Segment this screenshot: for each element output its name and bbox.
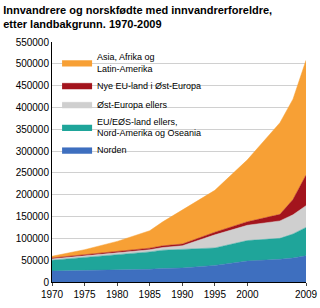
- svg-text:550000: 550000: [16, 37, 50, 48]
- svg-text:Norden: Norden: [97, 145, 127, 155]
- svg-text:450000: 450000: [16, 80, 50, 91]
- svg-text:50000: 50000: [21, 255, 49, 266]
- svg-text:2000: 2000: [236, 289, 259, 300]
- svg-text:1980: 1980: [106, 289, 129, 300]
- svg-text:0: 0: [43, 277, 49, 288]
- svg-text:Asia, Afrika ogLatin-Amerika: Asia, Afrika ogLatin-Amerika: [97, 52, 155, 74]
- svg-text:Øst-Europa ellers: Øst-Europa ellers: [97, 100, 168, 110]
- svg-text:1995: 1995: [204, 289, 227, 300]
- svg-text:100000: 100000: [16, 233, 50, 244]
- svg-text:Nye EU-land i Øst-Europa: Nye EU-land i Øst-Europa: [97, 81, 201, 91]
- svg-text:150000: 150000: [16, 211, 50, 222]
- svg-text:500000: 500000: [16, 58, 50, 69]
- svg-text:2009: 2009: [295, 289, 318, 300]
- svg-text:350000: 350000: [16, 124, 50, 135]
- svg-text:1975: 1975: [73, 289, 96, 300]
- svg-text:400000: 400000: [16, 102, 50, 113]
- svg-text:EU/EØS-land ellers,Nord-Amerik: EU/EØS-land ellers,Nord-Amerika og Osean…: [97, 117, 201, 139]
- svg-text:1970: 1970: [41, 289, 64, 300]
- svg-text:200000: 200000: [16, 189, 50, 200]
- svg-text:Innvandrere og norskfødte med: Innvandrere og norskfødte med innvandrer…: [3, 4, 272, 30]
- svg-text:1985: 1985: [139, 289, 162, 300]
- svg-text:1990: 1990: [171, 289, 194, 300]
- svg-text:250000: 250000: [16, 167, 50, 178]
- svg-text:300000: 300000: [16, 146, 50, 157]
